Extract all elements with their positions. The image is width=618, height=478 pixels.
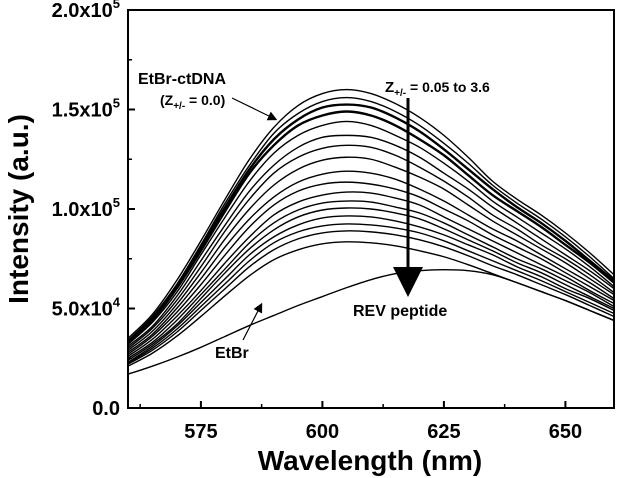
series-line-11 (127, 191, 615, 357)
rev-peptide-label: REV peptide (353, 303, 447, 320)
etbr-ctdna-pointer (231, 97, 278, 121)
series-line-7 (127, 144, 615, 349)
series-line-8 (127, 156, 615, 351)
z00-label-main: (Z (160, 92, 174, 108)
z-range-label-sub: +/- (394, 88, 406, 99)
y-tick-exponent-3: 5 (113, 96, 120, 111)
y-tick-mantissa-1: 5.0x10 (52, 299, 113, 321)
etbr-pointer (242, 302, 263, 341)
x-tick-label-0: 575 (184, 421, 217, 443)
y-tick-mantissa-3: 1.5x10 (52, 100, 113, 122)
y-tick-label-2: 1.0x105 (52, 195, 120, 221)
series-line-6 (127, 134, 615, 347)
series-line-13 (127, 207, 615, 361)
series-line-15 (127, 223, 615, 364)
y-tick-mantissa-4: 2.0x10 (52, 0, 113, 22)
z-range-label-tail: = 0.05 to 3.6 (406, 79, 490, 95)
x-tick-label-1: 600 (306, 421, 339, 443)
y-tick-exponent-2: 5 (113, 195, 120, 210)
y-tick-exponent-1: 4 (113, 295, 121, 310)
z00-label-tail: = 0.0) (185, 92, 225, 108)
annotation-z-range: Z+/- = 0.05 to 3.6 (385, 79, 490, 297)
series-line-4 (127, 110, 615, 345)
x-axis-title: Wavelength (nm) (258, 445, 483, 476)
y-axis-title: Intensity (a.u.) (3, 114, 34, 304)
y-tick-mantissa-2: 1.0x10 (52, 199, 113, 221)
z-range-label-main: Z (385, 79, 394, 96)
y-tick-label-4: 2.0x105 (52, 0, 120, 22)
series-line-9 (127, 170, 615, 353)
y-tick-exponent-4: 5 (113, 0, 120, 11)
y-tick-label-0: 0.0 (92, 398, 120, 420)
x-tick-label-3: 650 (549, 421, 582, 443)
y-tick-label-1: 5.0x104 (52, 295, 121, 321)
series-line-3 (127, 103, 615, 344)
z-range-label: Z+/- = 0.05 to 3.6 (385, 79, 490, 99)
series-line-12 (127, 200, 615, 359)
x-tick-label-2: 625 (427, 421, 460, 443)
series-line-14 (127, 215, 615, 363)
x-axis: 575 600 625 650 (139, 401, 582, 443)
annotation-etbr: EtBr (215, 302, 263, 362)
plot-lines (127, 88, 615, 375)
z00-label: (Z+/- = 0.0) (160, 92, 225, 112)
series-line-5 (127, 120, 615, 345)
etbr-label: EtBr (215, 345, 249, 362)
z00-label-sub: +/- (173, 101, 185, 112)
series-line-10 (127, 181, 615, 355)
series-line-18 (127, 268, 615, 375)
series-line-16 (127, 230, 615, 365)
etbr-ctdna-label: EtBr-ctDNA (138, 71, 226, 88)
series-line-2 (127, 96, 615, 341)
series-line-1 (127, 88, 615, 339)
annotation-etbr-ctdna: EtBr-ctDNA (Z+/- = 0.0) (138, 71, 278, 121)
y-tick-label-3: 1.5x105 (52, 96, 120, 122)
